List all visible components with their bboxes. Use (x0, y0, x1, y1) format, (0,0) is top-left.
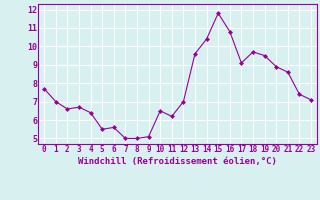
X-axis label: Windchill (Refroidissement éolien,°C): Windchill (Refroidissement éolien,°C) (78, 157, 277, 166)
